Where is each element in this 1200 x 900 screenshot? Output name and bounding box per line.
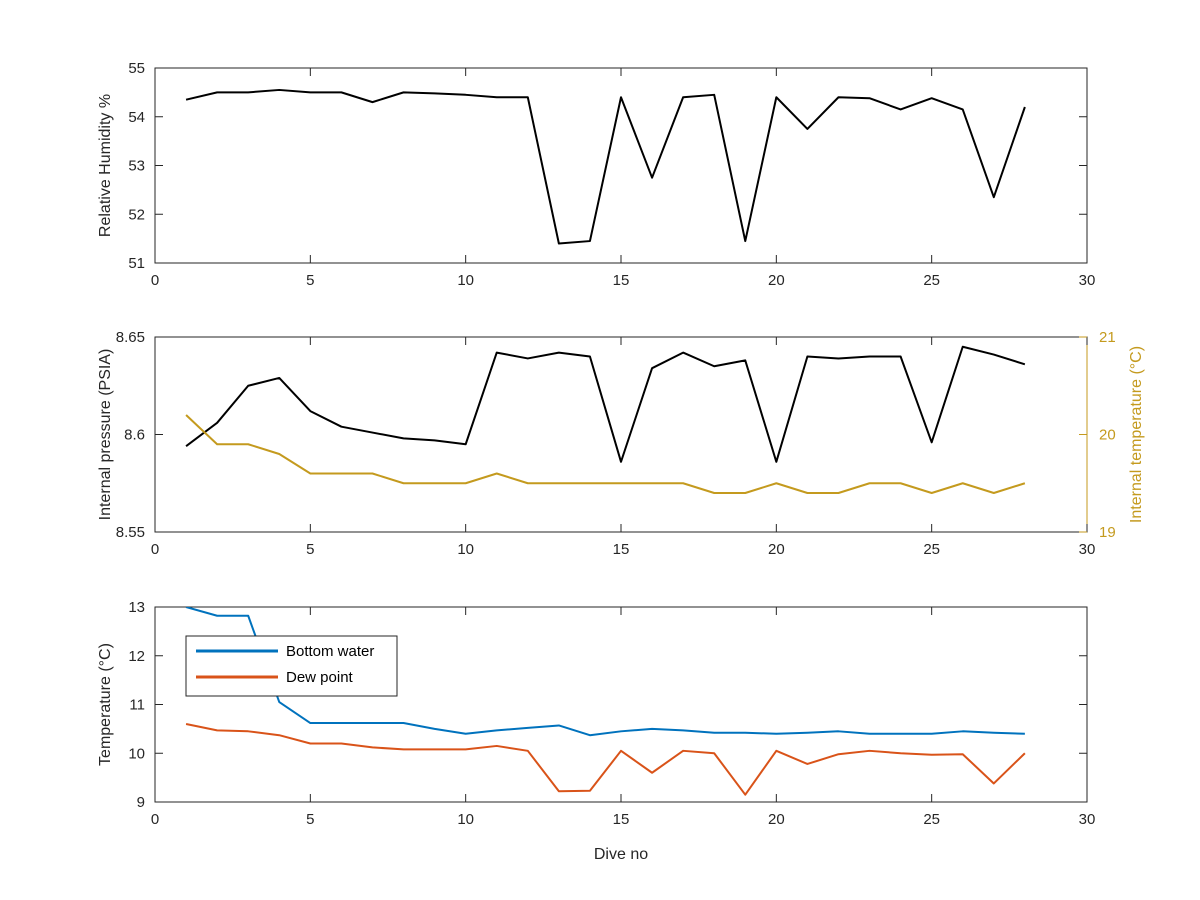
y-tick-label: 10 xyxy=(128,745,145,762)
y-tick-label: 55 xyxy=(128,60,145,77)
x-tick-label: 10 xyxy=(457,541,474,558)
y-tick-label: 8.65 xyxy=(116,329,145,346)
x-tick-label: 0 xyxy=(151,272,159,289)
y2-tick-label: 19 xyxy=(1099,524,1116,541)
panel-pressure-temperature: 0 5 10 15 20 25 30 8.55 8.6 8.65 19 20 21 Internal te… xyxy=(97,329,1145,558)
y-axis-label: Internal pressure (PSIA) xyxy=(97,349,114,521)
y-tick-label: 9 xyxy=(137,794,145,811)
dew-point-line xyxy=(185,723,1026,796)
y-tick-label: 11 xyxy=(129,697,145,714)
pressure-series-1-line xyxy=(185,414,1026,494)
x-tick-label: 30 xyxy=(1079,541,1096,558)
x-tick-label: 10 xyxy=(457,811,474,828)
y-tick-label: 13 xyxy=(128,599,145,616)
x-tick-label: 5 xyxy=(306,272,314,289)
x-tick-label: 0 xyxy=(151,811,159,828)
x-tick-label: 25 xyxy=(923,272,940,289)
legend-box xyxy=(185,635,398,697)
y2-tick-label: 20 xyxy=(1099,427,1116,444)
legend: Bottom water Dew point xyxy=(185,635,398,697)
x-tick-label: 30 xyxy=(1079,811,1096,828)
x-tick-label: 20 xyxy=(768,541,785,558)
x-tick-label: 5 xyxy=(306,811,314,828)
y-tick-label: 52 xyxy=(128,206,145,223)
y-axis-label: Temperature (°C) xyxy=(97,643,114,766)
legend-label: Dew point xyxy=(286,669,354,686)
x-tick-label: 20 xyxy=(768,811,785,828)
y-axis-label: Relative Humidity % xyxy=(97,94,114,237)
x-axis-label: Dive no xyxy=(594,846,648,863)
x-tick-label: 30 xyxy=(1079,272,1096,289)
y-tick-label: 54 xyxy=(128,109,145,126)
bottom-water-line xyxy=(185,607,1025,737)
x-tick-label: 10 xyxy=(457,272,474,289)
y-tick-label: 12 xyxy=(128,648,145,665)
x-tick-label: 20 xyxy=(768,272,785,289)
y-tick-label: 8.6 xyxy=(124,427,145,444)
x-tick-label: 15 xyxy=(613,272,630,289)
x-tick-label: 15 xyxy=(613,811,630,828)
x-tick-label: 15 xyxy=(613,541,630,558)
panel-humidity: 0 5 10 15 20 25 30 51 52 53 54 55 Relative Humidity … xyxy=(97,60,1095,289)
x-tick-label: 0 xyxy=(151,541,159,558)
y-tick-label: 53 xyxy=(128,158,145,175)
pressure-series-0-line xyxy=(185,345,1026,463)
x-tick-label: 25 xyxy=(923,541,940,558)
panel-water-dewpoint: 0 5 10 15 20 25 30 9 10 11 12 13 Temperature (°C) Div… xyxy=(97,599,1095,863)
x-tick-label: 5 xyxy=(306,541,314,558)
legend-label: Bottom water xyxy=(286,643,374,660)
y-tick-label: 51 xyxy=(128,255,145,272)
x-tick-label: 25 xyxy=(923,811,940,828)
y2-tick-label: 21 xyxy=(1099,329,1116,346)
y2-axis-label: Internal temperature (°C) xyxy=(1128,346,1145,523)
y-tick-label: 8.55 xyxy=(116,524,145,541)
humidity-series-0-line xyxy=(185,88,1026,245)
